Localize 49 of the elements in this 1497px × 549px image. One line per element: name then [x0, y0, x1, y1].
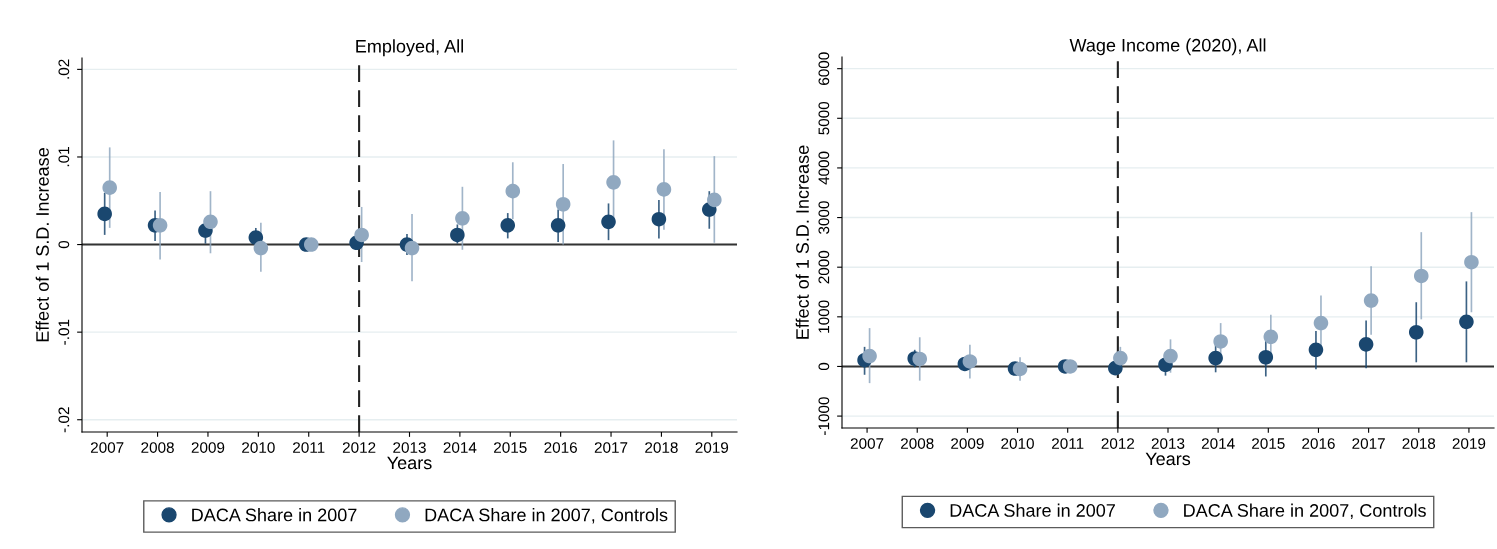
x-tick-label: 2012 [1101, 438, 1135, 449]
y-tick-label: 0 [818, 362, 830, 371]
y-tick-label: .01 [58, 147, 70, 167]
x-tick-label: 2008 [141, 442, 174, 453]
y-tick-label: .02 [58, 59, 70, 79]
y-tick-label: -.01 [58, 319, 70, 345]
x-tick-label: 2015 [494, 442, 527, 453]
x-tick-label: 2018 [645, 442, 678, 453]
y-tick-label: 0 [58, 240, 70, 249]
y-tick-label: 5000 [818, 101, 830, 135]
x-tick-label: 2009 [191, 442, 225, 453]
y-tick-label: -.02 [58, 407, 70, 433]
x-tick-label: 2011 [293, 442, 325, 453]
x-tick-label: 2017 [1352, 438, 1385, 449]
chart-title: Employed, All [356, 39, 463, 57]
x-tick-label: 2017 [594, 442, 628, 453]
legend-label: DACA Share in 2007 [192, 508, 357, 522]
y-tick-label: 2000 [818, 250, 830, 284]
x-tick-label: 2009 [951, 438, 984, 449]
x-tick-label: 2008 [901, 438, 934, 449]
legend-label: DACA Share in 2007, Controls [1184, 503, 1426, 520]
legend-label: DACA Share in 2007 [950, 503, 1115, 517]
x-tick-label: 2019 [695, 442, 729, 453]
chart-title: Wage Income (2020), All [1069, 38, 1266, 56]
y-axis-title: Effect of 1 S.D. Increase [35, 148, 49, 342]
y-axis-title: Effect of 1 S.D. Increase [795, 145, 809, 339]
x-tick-label: 2018 [1402, 438, 1436, 449]
x-tick-label: 2014 [443, 442, 477, 453]
y-tick-label: 3000 [818, 201, 830, 234]
x-tick-label: 2013 [393, 442, 426, 453]
x-axis-title: Years [1145, 452, 1191, 466]
y-tick-label: -1000 [818, 397, 830, 435]
x-tick-label: 2007 [90, 442, 124, 453]
x-tick-label: 2007 [850, 438, 884, 449]
y-tick-label: 4000 [818, 151, 830, 185]
x-tick-label: 2013 [1151, 438, 1185, 449]
legend-label: DACA Share in 2007, Controls [425, 508, 668, 524]
x-tick-label: 2014 [1201, 438, 1235, 449]
x-tick-label: 2010 [1001, 438, 1034, 449]
x-tick-label: 2012 [342, 442, 376, 453]
x-tick-label: 2015 [1252, 438, 1285, 449]
y-tick-label: 1000 [818, 300, 830, 333]
x-tick-label: 2019 [1452, 438, 1486, 449]
x-axis-title: Years [387, 456, 432, 470]
x-tick-label: 2016 [544, 442, 577, 453]
x-tick-label: 2011 [1052, 438, 1084, 449]
y-tick-label: 6000 [818, 52, 830, 85]
x-tick-label: 2010 [242, 442, 275, 453]
x-tick-label: 2016 [1302, 438, 1335, 449]
